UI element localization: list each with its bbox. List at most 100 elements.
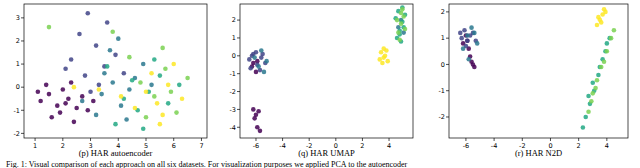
point bbox=[383, 54, 388, 59]
y-tick bbox=[237, 55, 240, 56]
y-tick bbox=[21, 133, 24, 134]
x-tick-label: 4 bbox=[605, 142, 609, 150]
point bbox=[475, 41, 480, 46]
frame bbox=[449, 4, 628, 138]
x-tick bbox=[146, 138, 147, 141]
point bbox=[465, 38, 470, 43]
point bbox=[47, 92, 52, 97]
frame bbox=[240, 4, 413, 138]
point bbox=[185, 76, 190, 81]
point bbox=[586, 109, 591, 114]
point bbox=[55, 103, 60, 108]
point bbox=[80, 99, 85, 104]
point bbox=[108, 48, 113, 53]
point bbox=[163, 66, 168, 71]
point bbox=[58, 110, 63, 115]
y-tick bbox=[21, 40, 24, 41]
x-tick bbox=[550, 138, 551, 141]
x-tick-label: 2 bbox=[360, 142, 364, 150]
y-tick-label: -1 bbox=[439, 87, 445, 95]
point bbox=[61, 87, 66, 92]
point bbox=[105, 64, 110, 69]
x-tick bbox=[309, 138, 310, 141]
point bbox=[36, 89, 41, 94]
point bbox=[469, 25, 474, 30]
y-tick bbox=[446, 38, 449, 39]
point bbox=[113, 122, 118, 127]
point bbox=[252, 116, 257, 121]
x-tick bbox=[494, 138, 495, 141]
point bbox=[472, 31, 477, 36]
y-tick-label: 2 bbox=[441, 8, 445, 16]
point bbox=[130, 78, 135, 83]
point bbox=[254, 50, 259, 55]
y-tick bbox=[21, 110, 24, 111]
point bbox=[155, 101, 160, 106]
point bbox=[38, 99, 43, 104]
point bbox=[141, 126, 146, 131]
x-tick bbox=[173, 138, 174, 141]
point bbox=[166, 83, 171, 88]
point bbox=[396, 30, 401, 35]
point bbox=[259, 48, 264, 53]
y-tick-label: 2 bbox=[16, 37, 20, 45]
point bbox=[110, 29, 115, 34]
caption: Fig. 1: Visual comparison of each approa… bbox=[6, 160, 408, 168]
point bbox=[586, 94, 591, 99]
x-tick-label: 6 bbox=[172, 142, 176, 150]
point bbox=[141, 62, 146, 67]
points bbox=[36, 11, 190, 131]
point bbox=[149, 83, 154, 88]
point bbox=[461, 46, 466, 51]
point bbox=[69, 80, 74, 85]
point bbox=[138, 80, 143, 85]
point bbox=[85, 11, 90, 16]
x-tick-label: -6 bbox=[463, 142, 469, 150]
point bbox=[169, 89, 174, 94]
point bbox=[256, 109, 261, 114]
x-tick bbox=[389, 138, 390, 141]
point bbox=[149, 71, 154, 76]
point bbox=[102, 71, 107, 76]
y-tick-label: -2 bbox=[14, 130, 20, 138]
point bbox=[395, 18, 400, 23]
point bbox=[105, 20, 110, 25]
y-tick-label: -1 bbox=[230, 70, 236, 78]
x-tick bbox=[522, 138, 523, 141]
point bbox=[49, 115, 54, 120]
point bbox=[174, 110, 179, 115]
x-tick bbox=[335, 138, 336, 141]
point bbox=[74, 106, 79, 111]
x-tick bbox=[118, 138, 119, 141]
point bbox=[605, 49, 610, 54]
point bbox=[124, 117, 129, 122]
x-tick-label: 2 bbox=[61, 142, 65, 150]
point bbox=[158, 73, 163, 78]
point bbox=[602, 7, 607, 12]
point bbox=[262, 70, 267, 75]
x-tick-label: 7 bbox=[199, 142, 203, 150]
y-tick bbox=[237, 20, 240, 21]
panel: -6-4-2024-2-1012(r) HAR N2D bbox=[439, 4, 628, 158]
y-tick bbox=[446, 90, 449, 91]
y-tick bbox=[21, 64, 24, 65]
point bbox=[258, 129, 263, 134]
point bbox=[248, 66, 253, 71]
x-tick bbox=[35, 138, 36, 141]
point bbox=[590, 91, 595, 96]
point bbox=[97, 83, 102, 88]
y-tick bbox=[237, 127, 240, 128]
point bbox=[581, 125, 586, 130]
x-tick bbox=[606, 138, 607, 141]
x-tick bbox=[465, 138, 466, 141]
point bbox=[94, 113, 99, 118]
x-tick bbox=[578, 138, 579, 141]
point bbox=[44, 83, 49, 88]
panel-title: (q) HAR UMAP bbox=[298, 148, 355, 158]
x-tick-label: 4 bbox=[387, 142, 391, 150]
point bbox=[399, 21, 404, 26]
x-tick bbox=[282, 138, 283, 141]
point bbox=[177, 83, 182, 88]
point bbox=[83, 73, 88, 78]
point bbox=[47, 25, 52, 30]
